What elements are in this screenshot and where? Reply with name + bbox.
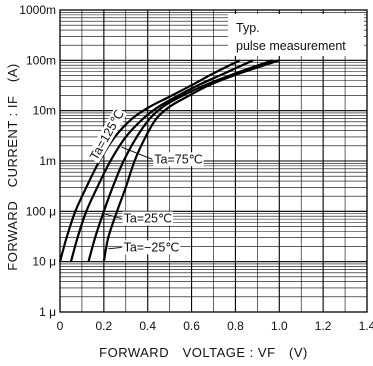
annotation-bg-0 (86, 106, 128, 164)
x-tick-labels: 0 0.2 0.4 0.6 0.8 1.0 1.2 1.4 (57, 319, 373, 333)
annotation-leader-2 (103, 213, 122, 219)
x-tick-label: 0.2 (96, 319, 113, 333)
y-axis-label: FORWARD CURRENT : IF (A) (5, 63, 20, 270)
legend-note-box (228, 14, 364, 56)
y-tick-label: 100 μ (26, 204, 56, 218)
note-typ: Typ. (236, 21, 260, 35)
x-tick-label: 1.0 (271, 319, 288, 333)
y-tick-label: 1m (39, 154, 56, 168)
y-tick-label: 10m (33, 104, 56, 118)
x-tick-label: 1.4 (359, 319, 373, 333)
series-line-1 (69, 59, 254, 262)
curves (58, 59, 280, 262)
annotation-leader-1 (121, 146, 153, 160)
annotation-bg-3 (122, 240, 181, 255)
x-tick-label: 0.4 (139, 319, 156, 333)
annotation-bg-2 (122, 211, 174, 226)
annotation-label-2: Ta=25℃ (124, 211, 172, 225)
x-tick-label: 0.6 (183, 319, 200, 333)
y-tick-label: 100m (26, 53, 56, 67)
annotation-label-3: Ta=−25℃ (124, 240, 180, 254)
note-pulse-measurement: pulse measurement (236, 39, 346, 53)
x-tick-label: 0 (57, 319, 64, 333)
annotation-label-1: Ta=75℃ (154, 152, 202, 166)
series-line-3 (102, 59, 280, 262)
series-line-0 (58, 59, 241, 262)
y-tick-label: 10 μ (32, 255, 56, 269)
series-line-2 (87, 59, 274, 262)
annotation-leader-3 (108, 246, 122, 250)
annotation-bg-1 (153, 152, 204, 167)
y-tick-labels: 1 μ 10 μ 100 μ 1m 10m 100m 1000m (19, 3, 56, 319)
y-tick-label: 1 μ (39, 305, 56, 319)
x-tick-label: 0.8 (227, 319, 244, 333)
y-tick-label: 1000m (19, 3, 56, 17)
x-axis-label: FORWARD VOLTAGE : VF (V) (99, 345, 308, 360)
x-tick-label: 1.2 (315, 319, 332, 333)
